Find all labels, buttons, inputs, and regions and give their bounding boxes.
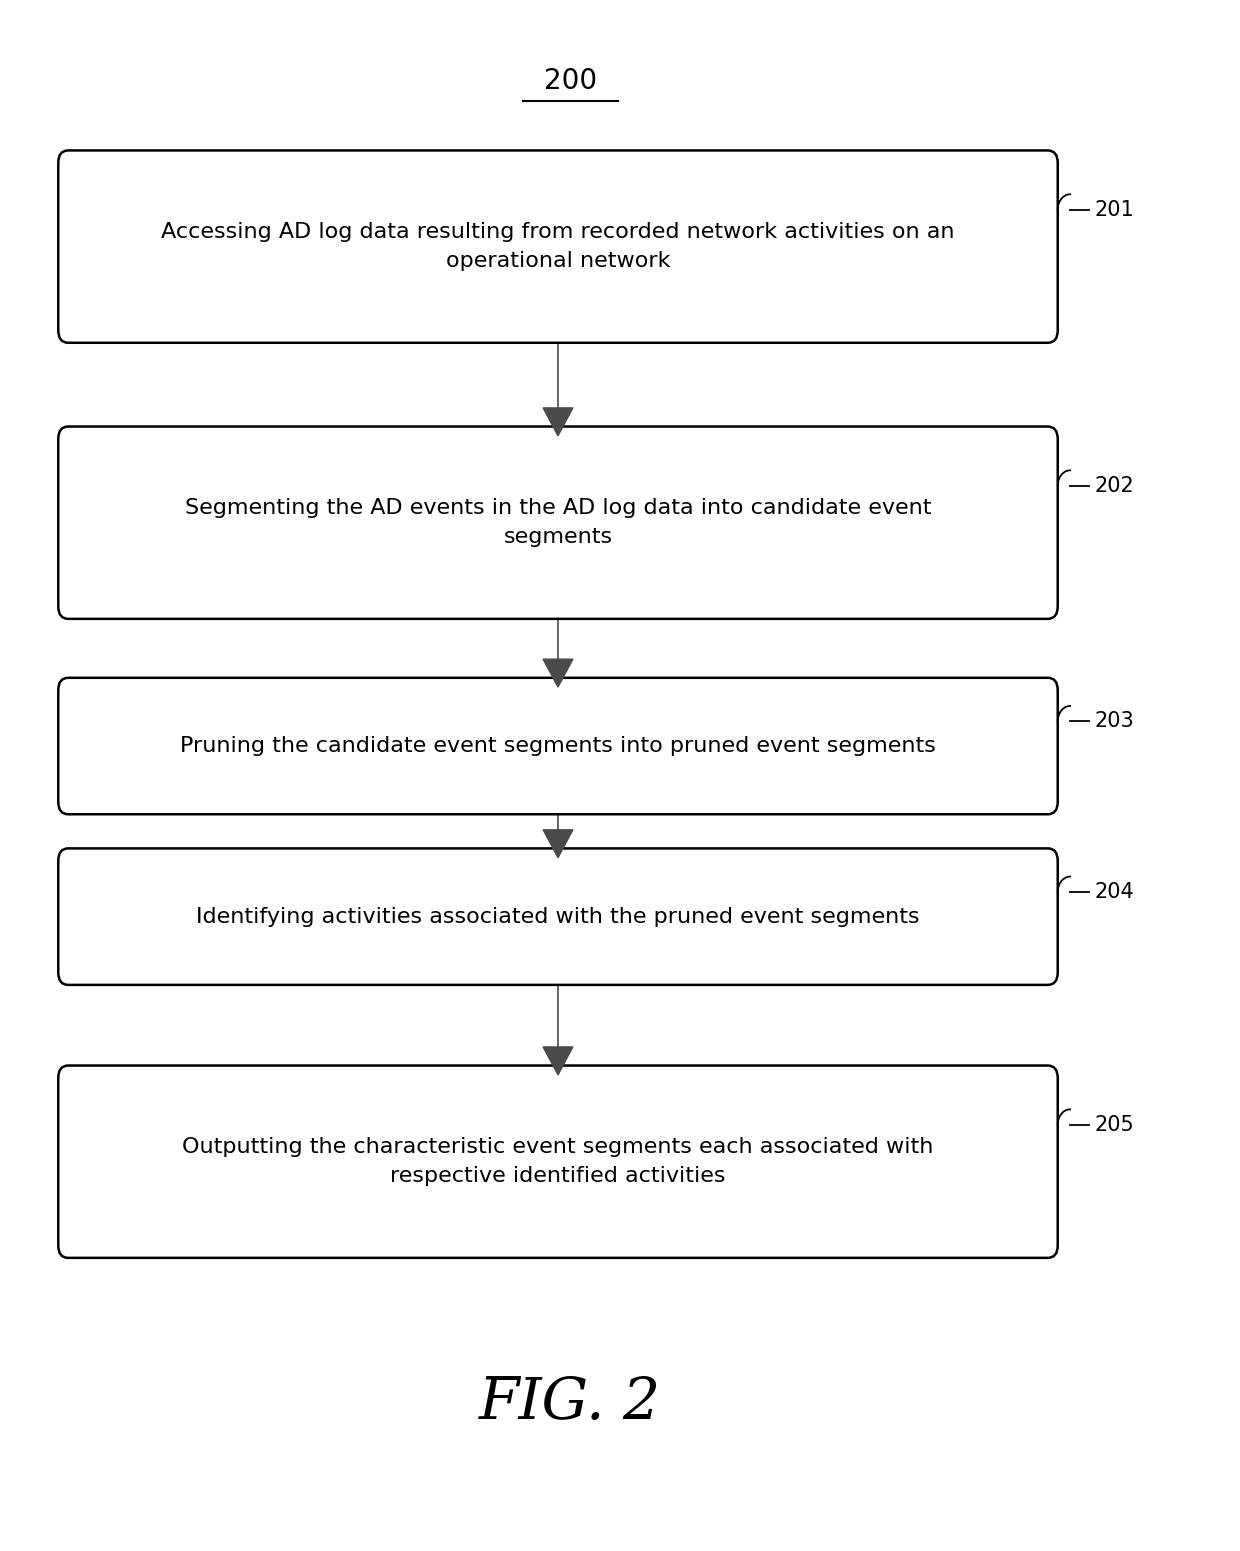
Polygon shape bbox=[543, 659, 573, 687]
Polygon shape bbox=[543, 1047, 573, 1075]
Polygon shape bbox=[543, 830, 573, 858]
Polygon shape bbox=[543, 408, 573, 436]
FancyBboxPatch shape bbox=[58, 1066, 1058, 1258]
Text: 200: 200 bbox=[544, 67, 596, 95]
Text: 203: 203 bbox=[1095, 712, 1135, 732]
Text: Identifying activities associated with the pruned event segments: Identifying activities associated with t… bbox=[196, 907, 920, 926]
Text: Pruning the candidate event segments into pruned event segments: Pruning the candidate event segments int… bbox=[180, 737, 936, 755]
FancyBboxPatch shape bbox=[58, 678, 1058, 814]
FancyBboxPatch shape bbox=[58, 848, 1058, 985]
Text: Accessing AD log data resulting from recorded network activities on an
operation: Accessing AD log data resulting from rec… bbox=[161, 222, 955, 271]
Text: 201: 201 bbox=[1095, 200, 1135, 220]
Text: Outputting the characteristic event segments each associated with
respective ide: Outputting the characteristic event segm… bbox=[182, 1137, 934, 1187]
Text: 205: 205 bbox=[1095, 1115, 1135, 1135]
Text: FIG. 2: FIG. 2 bbox=[480, 1376, 661, 1432]
Text: 204: 204 bbox=[1095, 883, 1135, 903]
FancyBboxPatch shape bbox=[58, 427, 1058, 619]
FancyBboxPatch shape bbox=[58, 150, 1058, 343]
Text: 202: 202 bbox=[1095, 476, 1135, 496]
Text: Segmenting the AD events in the AD log data into candidate event
segments: Segmenting the AD events in the AD log d… bbox=[185, 498, 931, 548]
